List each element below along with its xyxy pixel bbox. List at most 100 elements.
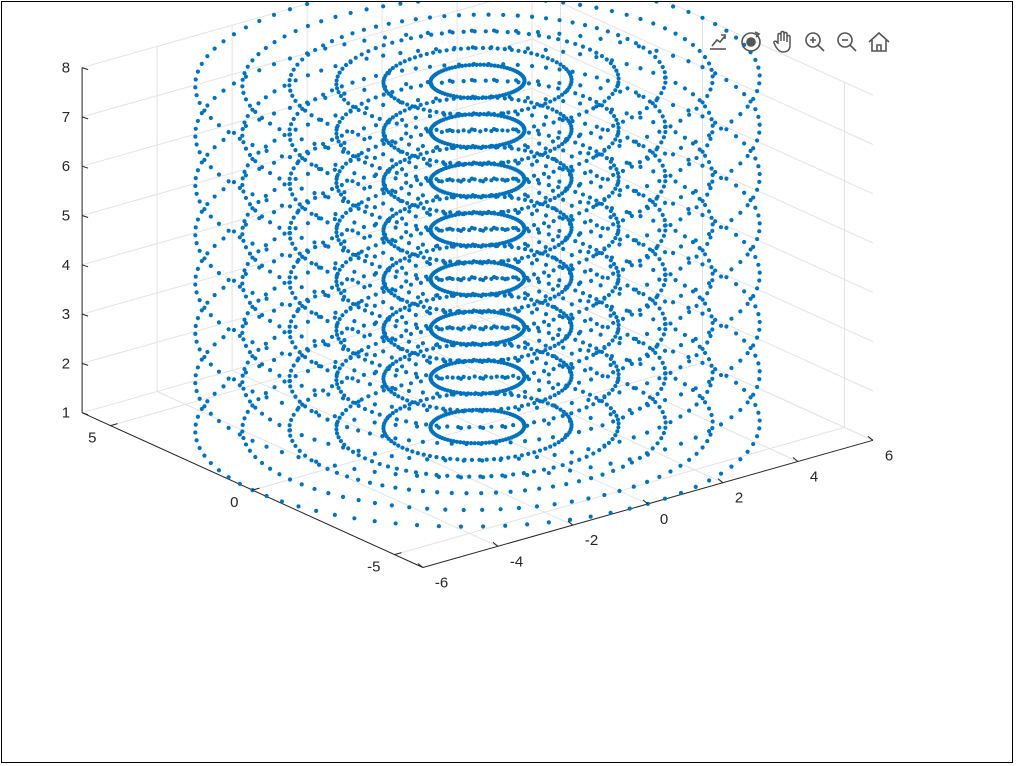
scatter-point [348,59,353,64]
scatter-point [587,195,593,200]
scatter-point [264,444,269,449]
scatter-point [359,101,364,106]
scatter-point [564,362,569,368]
scatter-point [193,282,198,287]
scatter-point [237,235,242,240]
scatter-point [404,419,409,424]
scatter-point [608,307,613,312]
export-button[interactable] [704,27,734,57]
scatter-point [356,157,361,162]
scatter-point [650,446,655,451]
scatter-point [757,418,762,423]
scatter-point [423,274,429,279]
scatter-point [193,373,198,378]
scatter-point [729,365,734,371]
scatter-point [515,266,520,272]
scatter-point [564,136,569,142]
scatter-point [616,178,621,184]
zoom-out-button[interactable] [832,27,862,57]
scatter-point [602,394,607,399]
scatter-point [558,407,563,412]
scatter-point [663,179,668,184]
scatter-point [487,440,492,445]
scatter-point [352,220,357,225]
scatter-point [580,340,586,345]
scatter-point [413,470,419,475]
scatter-point [299,235,304,240]
scatter-point [194,438,199,443]
scatter-point [497,340,502,345]
scatter-point [541,467,547,472]
scatter-point [569,411,574,416]
scatter-point [367,332,373,337]
scatter-point [605,374,610,379]
scatter-point [748,395,753,400]
scatter-point [591,254,596,259]
scatter-point [394,269,399,274]
scatter-point [305,368,311,374]
scatter-point [618,138,623,144]
scatter-point [272,89,277,94]
scatter-point [245,261,250,267]
scatter-point [408,331,414,337]
scatter-point [231,229,237,234]
scatter-point [221,236,226,241]
scatter-point [377,215,382,220]
scatter-point [531,321,537,326]
scatter-point [663,376,668,381]
scatter-point [333,113,338,118]
scatter-point [483,144,488,150]
x-tick-mark [867,435,874,441]
scatter-point [537,152,543,157]
scatter-point [610,239,615,245]
scatter-point [350,129,355,134]
scatter-point [564,412,569,417]
scatter-point [470,62,475,67]
scatter-point [710,278,715,283]
rotate-3d-button[interactable] [736,27,766,57]
scatter-point [405,398,410,403]
home-icon [868,31,890,52]
scatter-point [594,5,599,10]
scatter-point [415,295,421,300]
scatter-point [569,252,574,258]
zoom-in-button[interactable] [800,27,830,57]
scatter-point [456,129,461,134]
scatter-point [535,276,541,281]
scatter-point [754,384,760,390]
scatter-point [231,377,237,382]
scatter-point [329,186,335,192]
z-tick-label: 5 [62,208,70,225]
scatter-point [515,316,520,321]
scatter-point [448,160,453,166]
scatter-point [350,449,356,454]
scatter-point [511,275,516,280]
scatter-point [334,82,339,87]
z-tick-mark [81,412,89,416]
restore-view-button[interactable] [864,27,894,57]
scatter-point [557,130,562,135]
scatter-point [259,263,265,268]
scatter-point [346,446,351,451]
scatter-point [396,246,401,251]
scatter-point [477,112,482,117]
scatter-point [313,97,318,102]
x-tick-label: 0 [660,511,668,528]
scatter-point [256,52,261,57]
scatter-point [448,456,453,461]
scatter-point [326,195,331,200]
scatter-point [637,455,642,461]
scatter-point [516,178,521,183]
scatter-point [551,465,556,470]
scatter-point [288,433,293,438]
scatter-point [372,402,377,407]
scatter-point [450,178,455,183]
pan-button[interactable] [768,27,798,57]
scatter-point [615,171,621,176]
scatter-point [444,344,449,349]
scatter-point [598,332,603,337]
scatter-point [480,261,485,266]
scatter-point [614,315,619,320]
scatter-point [556,144,561,149]
